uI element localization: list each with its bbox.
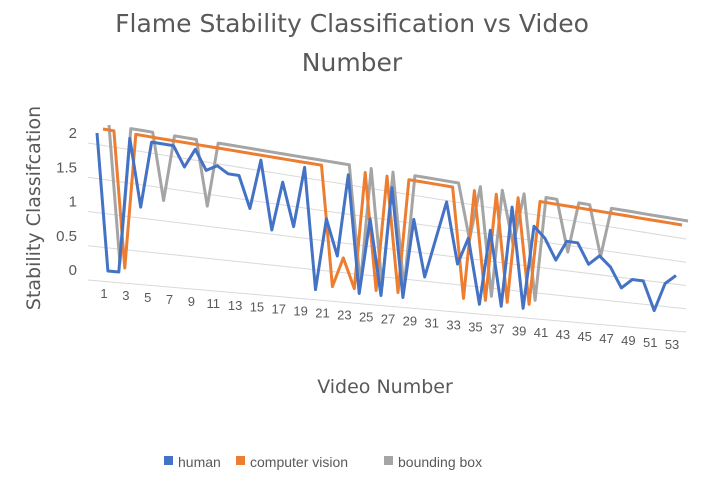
x-tick-label: 27 (381, 312, 395, 327)
x-axis-title: Video Number (317, 376, 453, 398)
y-tick-labels: 0 0.5 1 1.5 2 (56, 125, 77, 279)
series-line-bounding-box (107, 124, 689, 302)
x-tick-label: 13 (228, 298, 242, 313)
y-tick-label: 1 (69, 194, 77, 211)
x-tick-label: 9 (188, 294, 195, 309)
x-tick-label: 3 (122, 288, 129, 303)
x-tick-label: 53 (665, 337, 679, 352)
legend-swatch (164, 456, 173, 465)
y-tick-label: 0.5 (56, 228, 77, 245)
x-tick-label: 33 (446, 317, 460, 332)
x-tick-label: 5 (144, 290, 151, 305)
x-tick-label: 11 (206, 296, 220, 311)
x-tick-label: 43 (556, 327, 570, 342)
x-tick-label: 23 (337, 308, 351, 323)
x-tick-label: 37 (490, 321, 504, 336)
x-tick-label: 35 (468, 319, 482, 334)
x-tick-label: 7 (166, 292, 173, 307)
chart-title-line-1: Flame Stability Classification vs Video (115, 9, 589, 38)
legend-label: bounding box (398, 454, 482, 470)
gridline (87, 279, 687, 333)
x-tick-label: 47 (599, 331, 613, 346)
series-line-computer-vision (102, 127, 683, 306)
x-tick-label: 19 (293, 304, 307, 319)
legend-label: computer vision (250, 454, 348, 470)
x-tick-label: 45 (577, 329, 591, 344)
x-tick-label: 15 (250, 300, 264, 315)
legend-label: human (178, 454, 221, 470)
x-tick-label: 1 (100, 286, 107, 301)
x-tick-label: 41 (534, 325, 548, 340)
x-tick-label: 29 (403, 313, 417, 328)
x-tick-label: 25 (359, 310, 373, 325)
series-line-human (95, 132, 677, 313)
x-tick-label: 51 (643, 335, 657, 350)
gridline (87, 245, 687, 310)
x-tick-label: 39 (512, 323, 526, 338)
legend: human computer vision bounding box (164, 454, 482, 470)
y-tick-label: 1.5 (56, 159, 77, 176)
x-tick-label: 21 (315, 306, 329, 321)
y-axis-title: Stability Classifcation (23, 106, 45, 310)
y-tick-label: 2 (69, 125, 77, 142)
x-tick-labels: 1 3 5 7 9 11 13 15 17 19 21 23 25 27 29 31 33 35 37 39 41 43 4… (100, 286, 679, 352)
legend-swatch (384, 456, 393, 465)
x-tick-label: 17 (272, 302, 286, 317)
series-layer (95, 124, 689, 313)
x-tick-label: 49 (621, 333, 635, 348)
y-tick-label: 0 (69, 262, 77, 279)
x-tick-label: 31 (425, 315, 439, 330)
legend-swatch (236, 456, 245, 465)
chart-title-line-2: Number (302, 48, 403, 77)
